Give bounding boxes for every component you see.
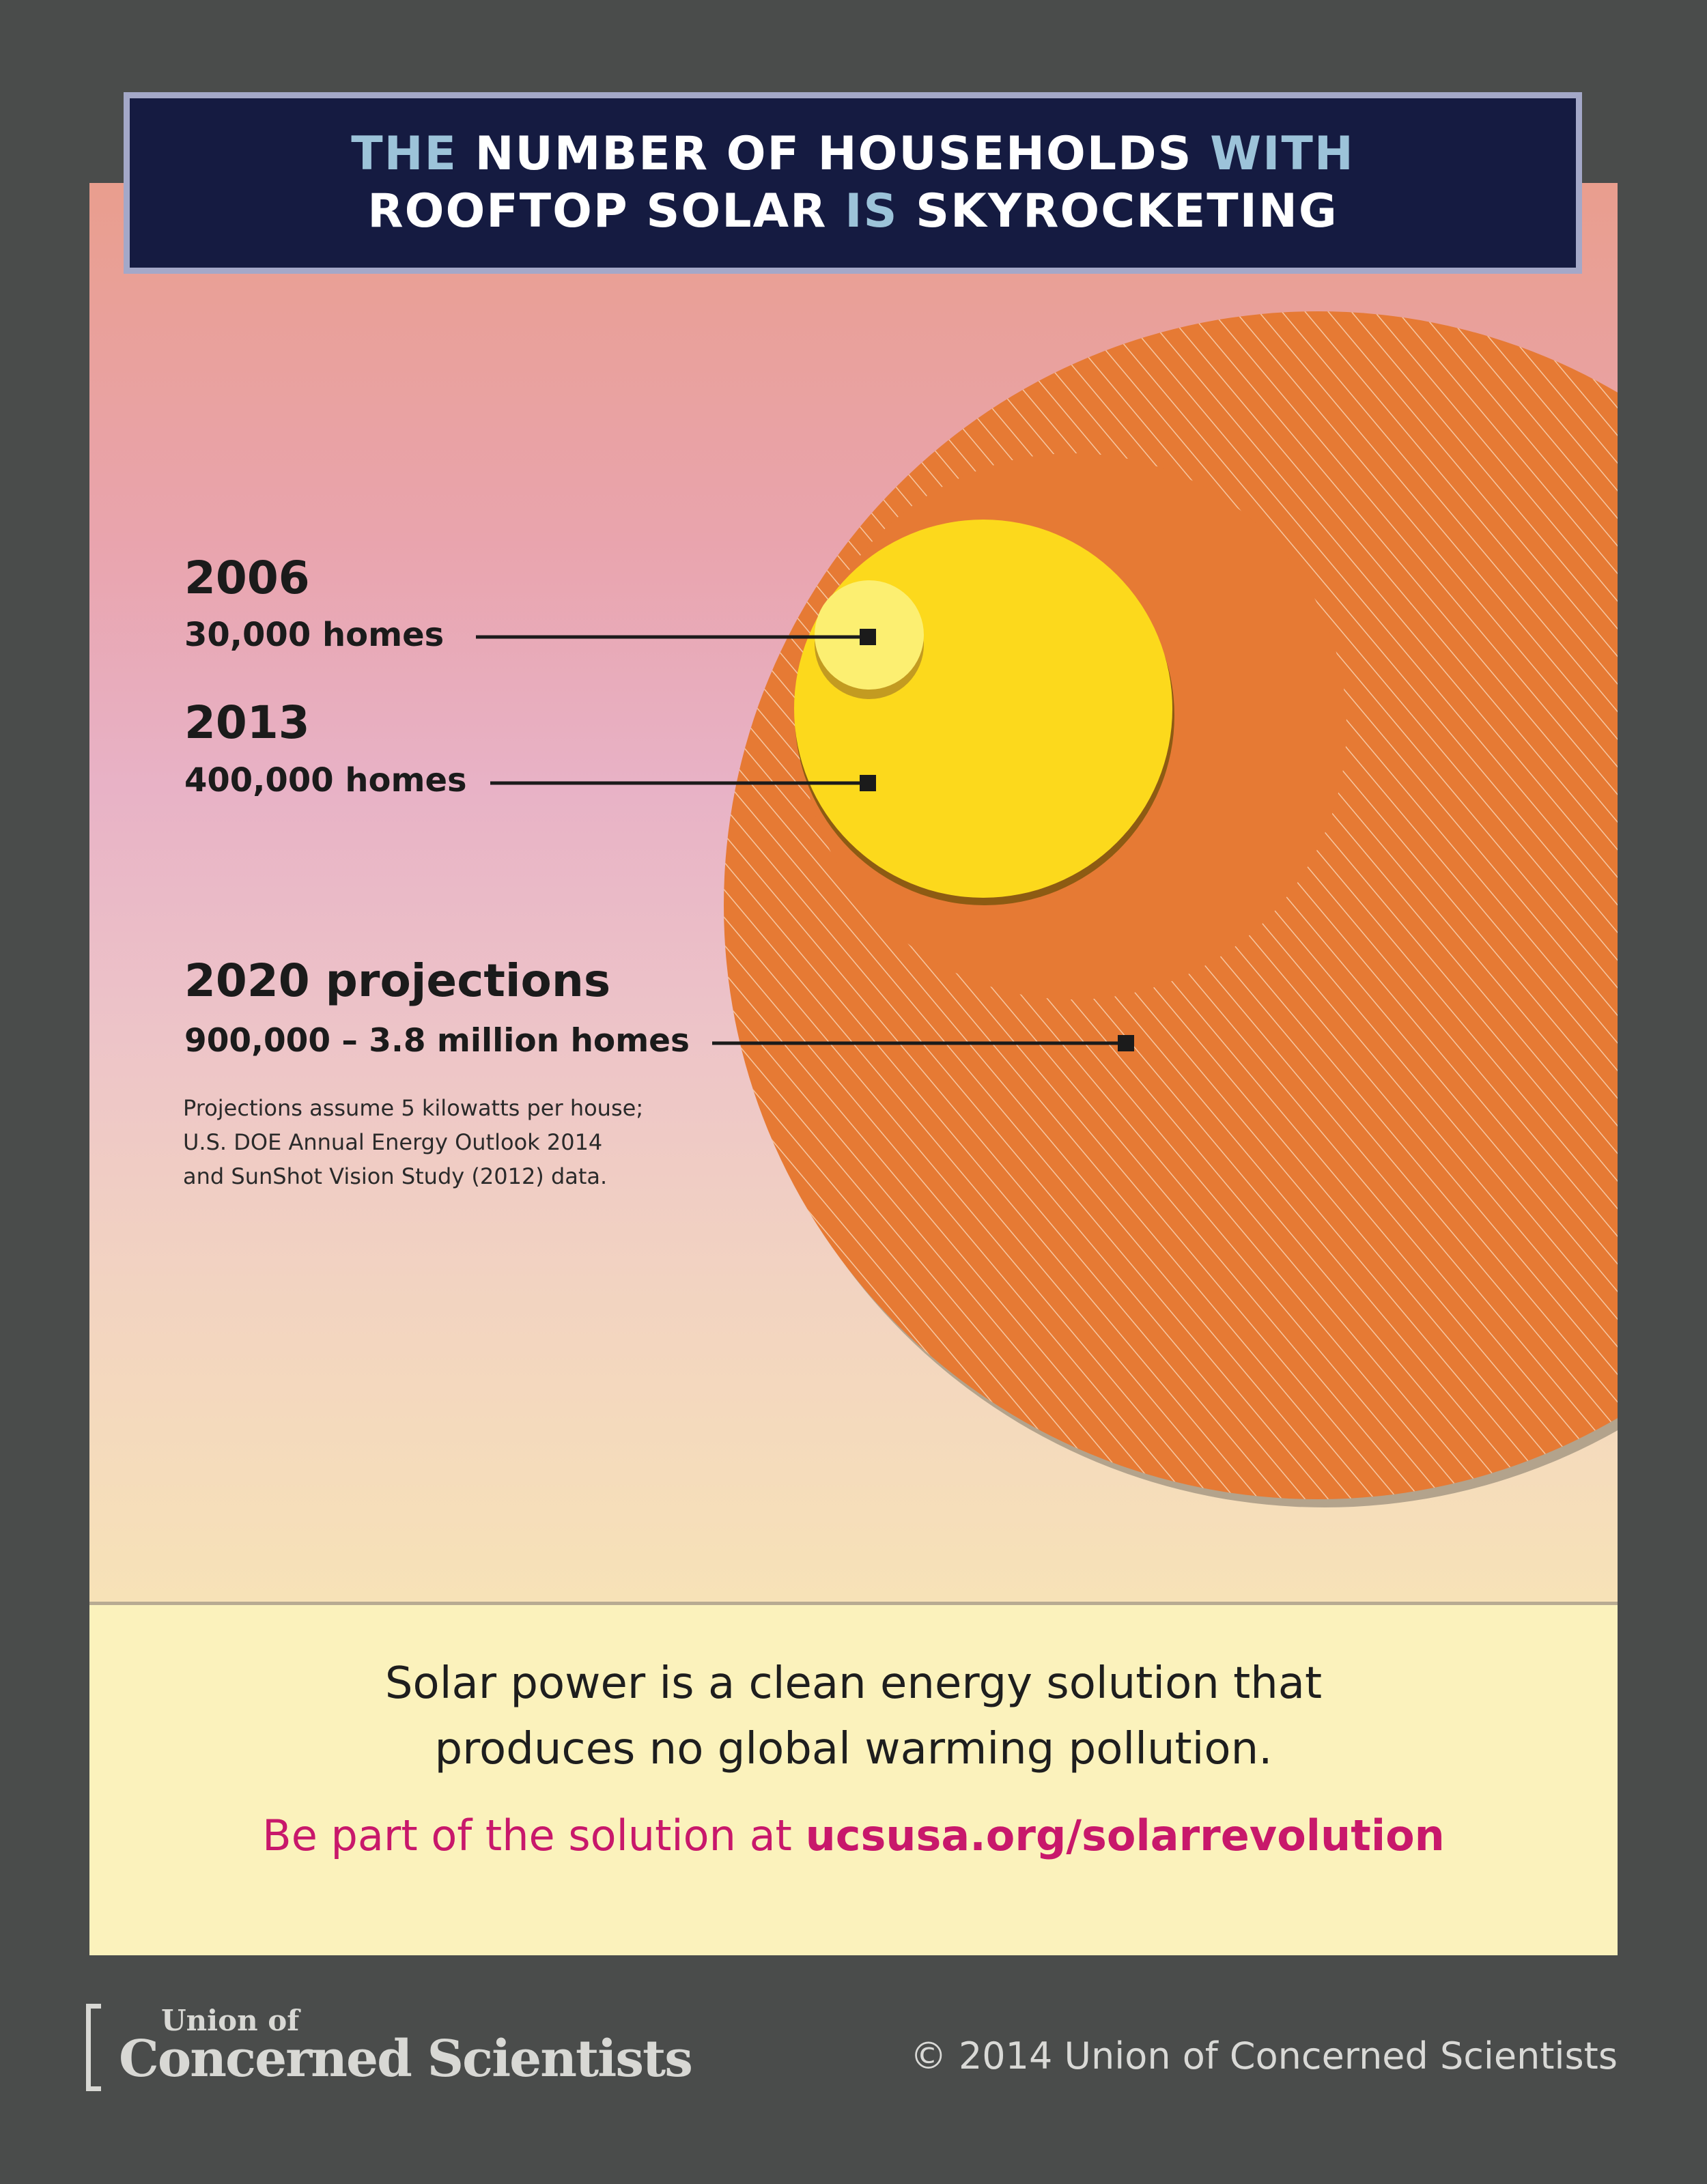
title-segment: IS (845, 184, 916, 238)
title-line-1: THE NUMBER OF HOUSEHOLDS WITH (351, 126, 1355, 183)
leader-marker-2006 (860, 629, 876, 645)
title-line-2: ROOFTOP SOLAR IS SKYROCKETING (367, 183, 1338, 240)
homes-label-2020: 900,000 – 3.8 million homes (184, 1022, 690, 1060)
message-line-2: produces no global warming pollution. (434, 1724, 1273, 1774)
logo-bracket (86, 2004, 101, 2091)
logo-line-top: Union of (161, 2004, 300, 2037)
logo-line-main: Concerned Scientists (119, 2030, 693, 2088)
year-label-2013: 2013 (184, 696, 310, 749)
year-label-2006: 2006 (184, 552, 310, 604)
circle-2013 (794, 520, 1172, 898)
title-segment: WITH (1210, 127, 1355, 181)
message: Solar power is a clean energy solution t… (89, 1651, 1618, 1782)
title-segment: SKYROCKETING (916, 184, 1338, 238)
leader-marker-2020 (1118, 1035, 1134, 1051)
message-line-1: Solar power is a clean energy solution t… (384, 1658, 1323, 1709)
title-banner: THE NUMBER OF HOUSEHOLDS WITH ROOFTOP SO… (124, 92, 1582, 274)
footer-band (89, 1602, 1618, 1955)
title-segment: THE (351, 127, 475, 181)
leader-marker-2013 (860, 775, 876, 791)
footnote-line: Projections assume 5 kilowatts per house… (183, 1095, 644, 1121)
year-label-2020: 2020 projections (184, 954, 611, 1007)
cta-prefix: Be part of the solution at (262, 1811, 806, 1860)
title-segment: ROOFTOP SOLAR (367, 184, 845, 238)
footnote: Projections assume 5 kilowatts per house… (183, 1091, 729, 1193)
call-to-action: Be part of the solution at ucsusa.org/so… (89, 1811, 1618, 1860)
footnote-line: U.S. DOE Annual Energy Outlook 2014 (183, 1129, 603, 1155)
cta-link[interactable]: ucsusa.org/solarrevolution (805, 1811, 1445, 1860)
homes-label-2006: 30,000 homes (184, 616, 445, 654)
footnote-line: and SunShot Vision Study (2012) data. (183, 1163, 608, 1189)
homes-label-2013: 400,000 homes (184, 761, 467, 799)
copyright: © 2014 Union of Concerned Scientists (909, 2034, 1618, 2077)
title-segment: NUMBER OF HOUSEHOLDS (475, 127, 1211, 181)
